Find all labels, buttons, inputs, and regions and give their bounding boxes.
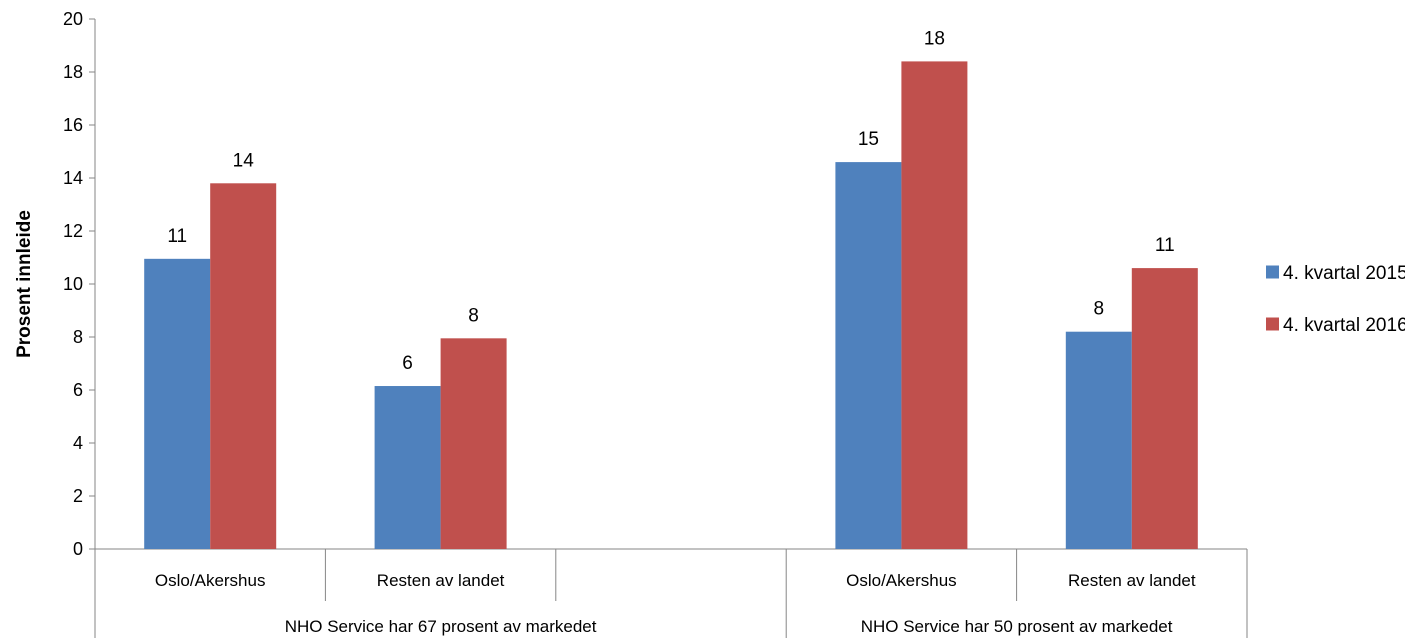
bar: [440, 338, 507, 549]
x-category-label: Resten av landet: [377, 571, 505, 590]
bar: [144, 258, 211, 549]
y-tick-label: 8: [73, 327, 83, 347]
bar: [1065, 331, 1132, 549]
data-label: 8: [468, 305, 479, 326]
y-tick-label: 0: [73, 539, 83, 559]
y-tick-label: 4: [73, 433, 83, 453]
data-label: 14: [233, 150, 255, 171]
legend: 4. kvartal 2015 4. kvartal 2016: [1266, 263, 1405, 336]
data-label: 15: [858, 129, 879, 150]
data-label: 11: [167, 226, 187, 247]
y-tick-label: 2: [73, 486, 83, 506]
data-label: 11: [1155, 235, 1175, 256]
bar: [210, 183, 277, 550]
y-tick-label: 12: [63, 221, 83, 241]
legend-swatch: [1266, 317, 1279, 331]
data-label: 8: [1094, 299, 1105, 320]
y-tick-label: 10: [63, 274, 83, 294]
y-tick-label: 6: [73, 380, 83, 400]
bar: [374, 386, 441, 549]
legend-label: 4. kvartal 2015: [1283, 263, 1405, 284]
bar: [1131, 268, 1198, 549]
y-axis-title: Prosent innleide: [14, 210, 35, 358]
x-group-label: NHO Service har 67 prosent av markedet: [285, 617, 597, 636]
y-tick-label: 20: [63, 9, 83, 29]
x-category-label: Oslo/Akershus: [846, 571, 957, 590]
x-group-label: NHO Service har 50 prosent av markedet: [861, 617, 1173, 636]
x-category-label: Resten av landet: [1068, 571, 1196, 590]
bar: [835, 162, 902, 549]
bars: [144, 61, 1198, 550]
legend-swatch: [1266, 265, 1279, 279]
y-tick-label: 18: [63, 62, 83, 82]
data-labels: 11 6 15 8 14 8 18 11: [167, 28, 1174, 374]
data-label: 6: [402, 353, 413, 374]
legend-label: 4. kvartal 2016: [1283, 315, 1405, 336]
data-label: 18: [924, 28, 945, 49]
x-category-label: Oslo/Akershus: [155, 571, 266, 590]
axes: 0 2 4 6 8 10 12 14 16 18 20 Oslo/Akershus Resten av …: [63, 9, 1248, 638]
bar: [901, 61, 968, 550]
y-tick-label: 16: [63, 115, 83, 135]
y-tick-label: 14: [63, 168, 83, 188]
